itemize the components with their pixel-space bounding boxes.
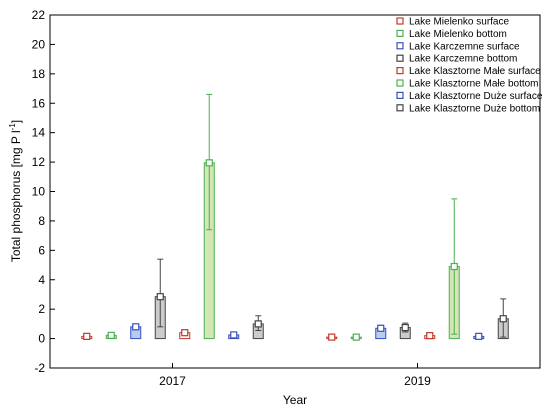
legend-marker-4 xyxy=(396,66,404,75)
legend-marker-0 xyxy=(396,17,404,25)
legend-label-6: Lake Klasztorne Duże surface xyxy=(409,91,543,102)
legend-label-3: Lake Karczemne bottom xyxy=(409,54,517,65)
legend-marker-3 xyxy=(396,54,404,62)
legend-marker-2 xyxy=(396,42,404,50)
y-tick-label-10: 18 xyxy=(32,67,46,81)
y-tick-label-1: 0 xyxy=(38,332,45,346)
legend-marker-6 xyxy=(396,91,404,100)
legend-label-1: Lake Mielenko bottom xyxy=(409,29,507,40)
legend-marker-7 xyxy=(396,104,404,112)
legend-marker-1 xyxy=(396,29,404,37)
mean-marker-2019-5 xyxy=(450,262,458,271)
mean-marker-2017-4 xyxy=(181,329,189,337)
y-tick-label-6: 10 xyxy=(32,185,46,199)
y-tick-label-2: 2 xyxy=(38,302,45,316)
mean-marker-2017-5 xyxy=(205,159,213,167)
mean-marker-2019-6 xyxy=(475,332,483,340)
y-tick-label-5: 8 xyxy=(38,214,45,228)
x-axis: 2017 2019 xyxy=(159,363,431,388)
y-tick-label-9: 16 xyxy=(32,96,46,110)
bars-layer xyxy=(81,93,509,341)
mean-marker-2019-7 xyxy=(499,315,507,323)
legend-label-5: Lake Klasztorne Małe bottom xyxy=(409,79,539,90)
mean-marker-2019-1 xyxy=(352,333,360,341)
y-tick-label-11: 20 xyxy=(32,37,46,51)
y-axis-title-main: Total phosphorus [mg P l xyxy=(9,130,23,262)
x-tick-label-0: 2017 xyxy=(159,374,186,388)
mean-marker-2019-2 xyxy=(377,324,385,332)
y-tick-label-0: -2 xyxy=(34,361,45,375)
y-tick-label-3: 4 xyxy=(38,273,45,287)
mean-marker-2017-2 xyxy=(132,323,140,331)
mean-marker-2017-3 xyxy=(156,293,164,301)
legend-label-4: Lake Klasztorne Małe surface xyxy=(409,66,541,77)
legend-marker-5 xyxy=(396,79,404,87)
mean-marker-2017-7 xyxy=(254,320,262,328)
legend-label-7: Lake Klasztorne Duże bottom xyxy=(409,103,540,114)
y-axis-title: Total phosphorus [mg P l-1] xyxy=(8,120,23,262)
y-tick-label-4: 6 xyxy=(38,243,45,257)
mean-marker-2017-6 xyxy=(230,331,238,339)
y-tick-label-8: 14 xyxy=(32,126,46,140)
legend-label-2: Lake Karczemne surface xyxy=(409,41,520,52)
legend-label-0: Lake Mielenko surface xyxy=(409,17,509,28)
mean-marker-2019-0 xyxy=(328,333,336,341)
y-tick-label-7: 12 xyxy=(32,155,46,169)
mean-marker-2017-1 xyxy=(107,331,115,339)
y-tick-label-12: 22 xyxy=(32,8,46,22)
mean-marker-2017-0 xyxy=(83,332,91,340)
y-axis-title-close: ] xyxy=(9,120,23,123)
x-tick-label-1: 2019 xyxy=(404,374,431,388)
y-axis-title-superscript: -1 xyxy=(8,123,17,131)
y-axis: -2 0 2 4 6 8 10 12 14 16 18 20 22 xyxy=(32,8,55,375)
x-axis-title: Year xyxy=(283,393,307,407)
mean-marker-2019-4 xyxy=(426,332,434,340)
mean-marker-2019-3 xyxy=(401,323,409,332)
